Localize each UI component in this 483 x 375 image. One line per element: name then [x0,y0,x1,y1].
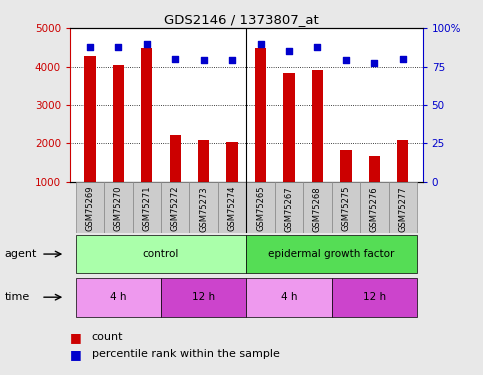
Point [228,57,236,63]
Text: ■: ■ [70,331,82,344]
Bar [104,182,133,232]
Text: count: count [92,333,123,342]
Bar [133,182,161,232]
Bar [246,182,275,232]
Text: 12 h: 12 h [192,292,215,302]
Bar [388,182,417,232]
Point [143,40,151,46]
Bar [84,56,96,182]
Bar [246,235,417,273]
Point [399,56,407,62]
Text: GSM75267: GSM75267 [284,186,294,231]
Bar [332,182,360,232]
Text: 4 h: 4 h [281,292,297,302]
Text: agent: agent [5,249,37,259]
Bar [76,278,161,316]
Text: GSM75277: GSM75277 [398,186,407,231]
Point [200,57,208,63]
Text: 12 h: 12 h [363,292,386,302]
Text: 4 h: 4 h [110,292,127,302]
Point [171,56,179,62]
Bar [340,150,352,182]
Text: control: control [143,249,179,259]
Bar [397,140,409,182]
Bar [255,48,266,182]
Point [285,48,293,54]
Text: GSM75275: GSM75275 [341,186,350,231]
Bar [218,182,246,232]
Bar [275,182,303,232]
Point [313,44,321,50]
Bar [284,74,295,182]
Text: GSM75271: GSM75271 [142,186,151,231]
Point [86,44,94,50]
Text: GSM75265: GSM75265 [256,186,265,231]
Bar [246,278,332,316]
Bar [161,182,189,232]
Point [370,60,378,66]
Bar [227,142,238,182]
Point [342,57,350,63]
Text: GSM75274: GSM75274 [227,186,237,231]
Bar [170,135,181,182]
Text: GSM75269: GSM75269 [85,186,95,231]
Text: time: time [5,292,30,302]
Bar [369,156,380,182]
Bar [332,278,417,316]
Text: GSM75272: GSM75272 [171,186,180,231]
Text: epidermal growth factor: epidermal growth factor [269,249,395,259]
Bar [161,278,246,316]
Bar [312,70,323,182]
Point [114,44,122,50]
Bar [360,182,388,232]
Bar [303,182,332,232]
Text: percentile rank within the sample: percentile rank within the sample [92,350,280,359]
Bar [76,235,246,273]
Bar [189,182,218,232]
Point [256,40,264,46]
Bar [141,48,153,182]
Text: GSM75268: GSM75268 [313,186,322,231]
Bar [198,140,209,182]
Text: GDS2146 / 1373807_at: GDS2146 / 1373807_at [164,13,319,26]
Text: GSM75270: GSM75270 [114,186,123,231]
Bar [113,65,124,182]
Text: ■: ■ [70,348,82,361]
Text: GSM75276: GSM75276 [370,186,379,231]
Bar [76,182,104,232]
Text: GSM75273: GSM75273 [199,186,208,231]
